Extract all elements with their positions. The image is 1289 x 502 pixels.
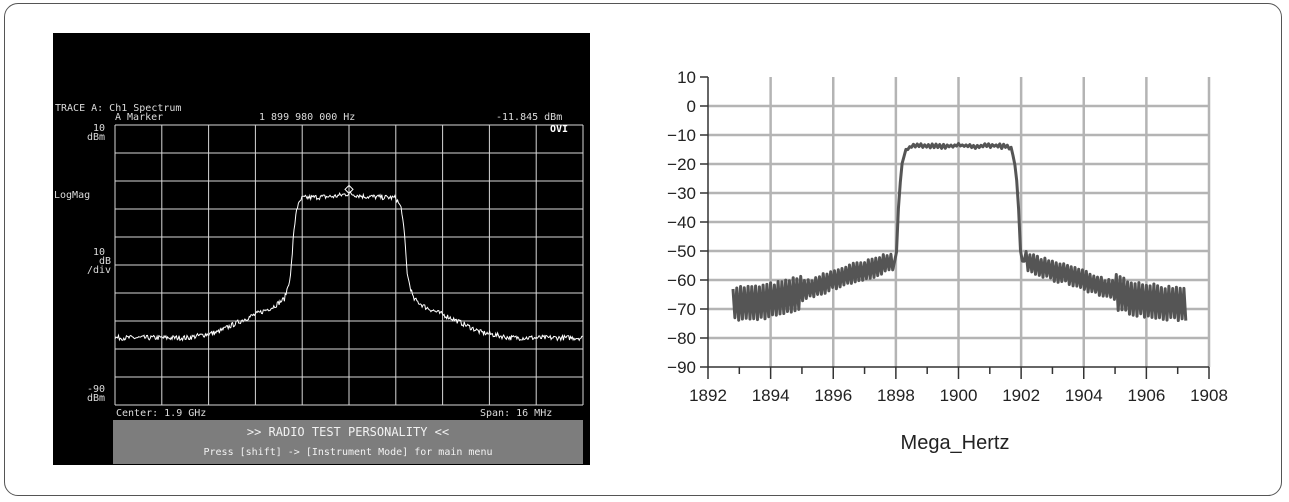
trace-title: TRACE A: Ch1 Spectrum [55,103,182,114]
marker-diamond [344,184,354,195]
x-axis-label: Mega_Hertz [900,432,1010,454]
bottom-level-value: -90 [87,384,106,395]
ref-level-value: 10 [93,123,106,134]
overload-badge: OVI [550,124,569,135]
x-tick-label: 1892 [689,386,727,405]
x-tick-label: 1902 [1002,386,1040,405]
y-tick-label: −30 [667,184,696,203]
x-tick-label: 1908 [1190,386,1228,405]
spectrum-line-chart: 10 0 −10 −20 −30 −40 −50 −60 −70 −80 −90 1892 1894 18… [667,68,1228,405]
analyzer-graticule [114,124,584,406]
x-tick-label: 1904 [1065,386,1103,405]
marker-frequency: 1 899 980 000 Hz [259,112,356,123]
footer-hint: Press [shift] -> [Instrument Mode] for m… [203,447,493,458]
scale-value: 10 [93,247,106,258]
y-tick-label: −20 [667,155,696,174]
y-tick-label: −80 [667,329,696,348]
x-tick-label: 1900 [940,386,978,405]
spectrum-analyzer-screen: TRACE A: Ch1 Spectrum A Marker 1 899 980… [53,33,590,465]
y-tick-label: −40 [667,213,696,232]
footer-title: >> RADIO TEST PERSONALITY << [246,425,450,439]
bottom-level-unit: dBm [87,393,106,404]
analyzer-footer: >> RADIO TEST PERSONALITY << Press [shif… [113,420,583,464]
x-tick-label: 1894 [752,386,790,405]
marker-level: -11.845 dBm [496,112,563,123]
x-tick-label: 1898 [877,386,915,405]
marker-label: A Marker [115,112,164,123]
x-tick-label: 1906 [1127,386,1165,405]
scale-unit-div: /div [87,265,112,276]
y-tick-label: −60 [667,271,696,290]
y-tick-label: 10 [677,68,696,87]
x-tick-label: 1896 [814,386,852,405]
figure-frame [4,3,1282,496]
y-tick-label: −70 [667,300,696,319]
center-frequency: Center: 1.9 GHz [116,408,207,419]
span: Span: 16 MHz [480,408,553,419]
y-tick-label: −10 [667,126,696,145]
spectrum-series-line [731,142,1188,322]
y-tick-label: −50 [667,242,696,261]
ref-level-unit: dBm [87,132,106,143]
scale-unit-db: dB [99,256,112,267]
y-tick-label: 0 [687,97,696,116]
y-tick-label: −90 [667,358,696,377]
scale-type: LogMag [54,190,91,201]
